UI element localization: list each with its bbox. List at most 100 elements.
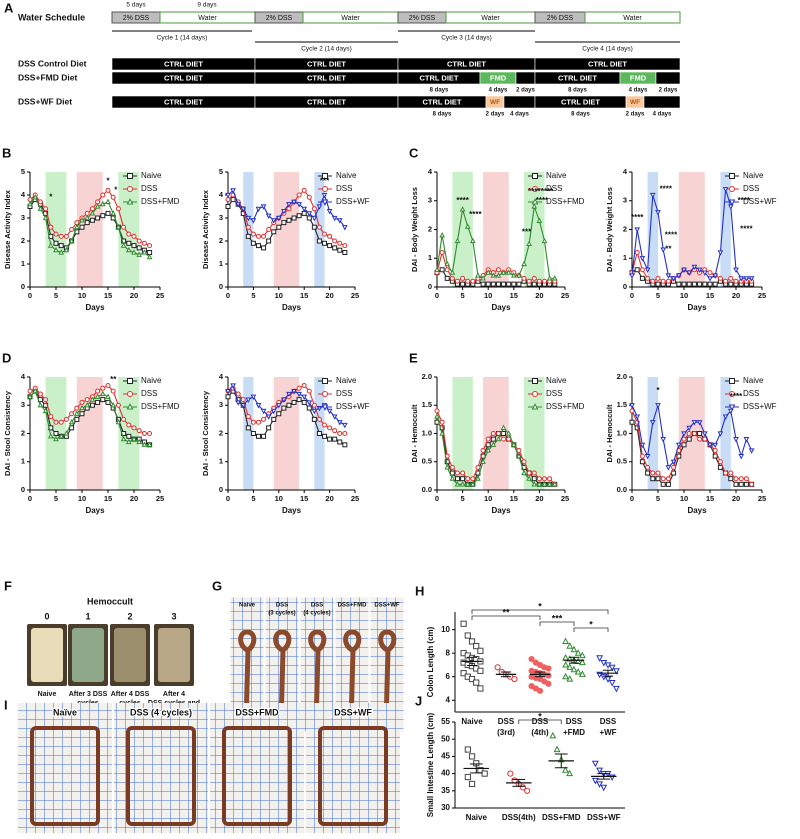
- legend-marker: [532, 173, 538, 179]
- significance-label: ****: [528, 187, 541, 196]
- data-point: [464, 632, 471, 639]
- data-point: [255, 419, 261, 425]
- y-tick-label: 1: [219, 457, 223, 466]
- data-point: [58, 233, 64, 239]
- data-point: [105, 393, 111, 399]
- data-point: [712, 442, 719, 449]
- data-point: [629, 403, 635, 409]
- y-tick-label: 0.0: [422, 485, 432, 494]
- data-point: [131, 249, 137, 255]
- data-point: [536, 217, 543, 223]
- data-point: [250, 419, 256, 425]
- data-point: [255, 206, 262, 213]
- data-point: [89, 217, 95, 223]
- data-point: [291, 399, 297, 405]
- photo-label: Naïve: [53, 707, 77, 717]
- photo-caption: After 4: [163, 691, 185, 698]
- data-point: [306, 211, 313, 217]
- data-point: [464, 481, 471, 487]
- segment-label: 2% DSS: [266, 15, 293, 22]
- data-point: [549, 731, 557, 739]
- data-point: [546, 275, 553, 281]
- significance-label: ****: [740, 225, 753, 234]
- data-point: [131, 425, 137, 431]
- y-axis-label: Disease Activity Index: [3, 189, 12, 269]
- data-point: [230, 197, 236, 203]
- data-point: [536, 687, 544, 694]
- data-point: [728, 275, 734, 281]
- diet-note: 4 days: [489, 88, 508, 94]
- shaded-band: [524, 377, 545, 490]
- x-tick-label: 0: [435, 291, 439, 300]
- y-tick-label: 4: [428, 167, 433, 176]
- data-point: [536, 476, 542, 482]
- y-tick-label: 3: [428, 196, 432, 205]
- panel-letter: A: [4, 0, 14, 15]
- y-axis-label: DAI - Hemoccult: [410, 404, 419, 462]
- data-point: [311, 206, 317, 212]
- data-point: [79, 399, 85, 405]
- y-tick-label: 1: [219, 259, 223, 268]
- data-point: [316, 224, 322, 230]
- data-point: [286, 402, 292, 408]
- legend-marker: [729, 173, 735, 179]
- data-point: [105, 198, 111, 204]
- data-point: [95, 399, 101, 405]
- data-point: [600, 784, 608, 792]
- data-point: [58, 419, 64, 425]
- intestine-specimen: [126, 726, 196, 826]
- data-point: [286, 217, 292, 223]
- diet-block-label: CTRL DIET: [307, 59, 346, 68]
- data-point: [591, 777, 599, 785]
- data-point: [480, 281, 486, 287]
- diet-block-label: FMD: [490, 73, 507, 82]
- data-point: [524, 787, 531, 794]
- data-point: [578, 670, 586, 677]
- x-tick-label: 5: [54, 291, 58, 300]
- data-point: [660, 476, 666, 482]
- significance-label: **: [665, 245, 672, 254]
- data-point: [526, 475, 532, 481]
- significance-label: *: [114, 186, 118, 195]
- data-point: [629, 419, 635, 425]
- y-tick-label: 35: [441, 786, 450, 795]
- data-point: [84, 401, 91, 408]
- data-point: [480, 275, 486, 281]
- x-tick-label: 0: [226, 291, 230, 300]
- shaded-band: [452, 172, 473, 287]
- data-point: [639, 267, 645, 273]
- data-point: [100, 192, 106, 198]
- legend-marker: [729, 391, 735, 397]
- data-point: [48, 414, 54, 420]
- x-tick-label: 15: [510, 291, 518, 300]
- data-point: [261, 233, 267, 239]
- data-point: [528, 655, 535, 663]
- data-point: [266, 425, 272, 431]
- significance-label: ****: [469, 210, 482, 219]
- hemoccult-sample: [72, 628, 104, 682]
- data-point: [470, 481, 476, 487]
- x-tick-label: 5: [251, 291, 255, 300]
- shaded-band: [45, 172, 67, 287]
- data-point: [722, 187, 729, 193]
- data-point: [286, 202, 292, 208]
- data-point: [260, 204, 267, 210]
- data-point: [439, 250, 445, 255]
- data-point: [146, 441, 153, 447]
- significance-bracket: [539, 621, 575, 626]
- data-point: [629, 273, 635, 279]
- data-point: [332, 245, 338, 251]
- data-point: [69, 411, 75, 417]
- legend-label: DSS: [743, 389, 759, 398]
- data-point: [245, 397, 252, 403]
- diet-note: 2 days: [659, 88, 678, 94]
- significance-label: ****: [536, 196, 549, 205]
- data-point: [546, 481, 553, 487]
- data-point: [79, 404, 85, 411]
- colon-specimen: [378, 629, 397, 726]
- data-point: [639, 442, 646, 449]
- data-point: [141, 441, 148, 447]
- data-point: [608, 774, 616, 781]
- data-point: [37, 391, 43, 397]
- data-point: [126, 231, 132, 237]
